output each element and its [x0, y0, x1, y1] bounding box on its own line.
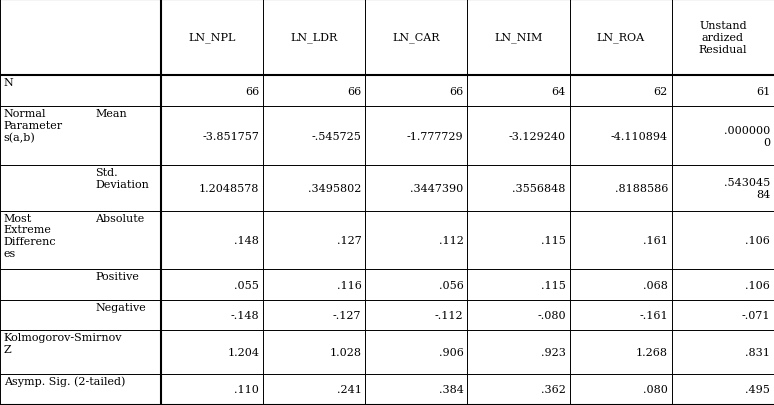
Text: .110: .110 [235, 384, 259, 394]
Text: .495: .495 [745, 384, 770, 394]
Text: .106: .106 [745, 280, 770, 290]
Text: .055: .055 [235, 280, 259, 290]
Text: .8188586: .8188586 [615, 183, 668, 194]
Text: .3495802: .3495802 [308, 183, 361, 194]
Text: -.080: -.080 [537, 310, 566, 320]
Text: Normal
Parameter
s(a,b): Normal Parameter s(a,b) [4, 109, 63, 143]
Text: .241: .241 [337, 384, 361, 394]
Text: .3447390: .3447390 [410, 183, 464, 194]
Text: .080: .080 [643, 384, 668, 394]
Text: -3.851757: -3.851757 [203, 131, 259, 141]
Text: .106: .106 [745, 235, 770, 245]
Text: .148: .148 [235, 235, 259, 245]
Text: 1.204: 1.204 [228, 347, 259, 357]
Text: Std.
Deviation: Std. Deviation [95, 168, 149, 189]
Text: .543045
84: .543045 84 [724, 178, 770, 199]
Text: .906: .906 [439, 347, 464, 357]
Text: LN_NPL: LN_NPL [188, 32, 236, 43]
Text: Unstand
ardized
Residual: Unstand ardized Residual [699, 21, 747, 55]
Text: .068: .068 [643, 280, 668, 290]
Text: Absolute: Absolute [95, 213, 145, 223]
Text: LN_NIM: LN_NIM [495, 32, 543, 43]
Text: 62: 62 [654, 87, 668, 96]
Text: .384: .384 [439, 384, 464, 394]
Text: -.545725: -.545725 [312, 131, 361, 141]
Text: -.112: -.112 [435, 310, 464, 320]
Text: .127: .127 [337, 235, 361, 245]
Text: -4.110894: -4.110894 [611, 131, 668, 141]
Text: Negative: Negative [95, 302, 146, 312]
Text: 66: 66 [348, 87, 361, 96]
Text: LN_LDR: LN_LDR [290, 32, 338, 43]
Text: -3.129240: -3.129240 [509, 131, 566, 141]
Text: 66: 66 [245, 87, 259, 96]
Text: LN_CAR: LN_CAR [392, 32, 440, 43]
Text: .161: .161 [643, 235, 668, 245]
Text: LN_ROA: LN_ROA [597, 32, 645, 43]
Text: 61: 61 [756, 87, 770, 96]
Text: .362: .362 [541, 384, 566, 394]
Text: .056: .056 [439, 280, 464, 290]
Text: 1.268: 1.268 [636, 347, 668, 357]
Text: Mean: Mean [95, 109, 127, 119]
Text: 64: 64 [552, 87, 566, 96]
Text: -.127: -.127 [333, 310, 361, 320]
Text: Most
Extreme
Differenc
es: Most Extreme Differenc es [4, 213, 57, 258]
Text: .115: .115 [541, 280, 566, 290]
Text: Asymp. Sig. (2-tailed): Asymp. Sig. (2-tailed) [4, 376, 125, 386]
Text: -.161: -.161 [639, 310, 668, 320]
Text: N: N [4, 78, 14, 88]
Text: .000000
0: .000000 0 [724, 126, 770, 147]
Text: Positive: Positive [95, 272, 139, 282]
Text: -.071: -.071 [741, 310, 770, 320]
Text: .923: .923 [541, 347, 566, 357]
Text: 66: 66 [450, 87, 464, 96]
Text: .116: .116 [337, 280, 361, 290]
Text: .115: .115 [541, 235, 566, 245]
Text: .112: .112 [439, 235, 464, 245]
Text: Kolmogorov-Smirnov
Z: Kolmogorov-Smirnov Z [4, 333, 122, 354]
Text: -1.777729: -1.777729 [407, 131, 464, 141]
Text: -.148: -.148 [231, 310, 259, 320]
Text: .3556848: .3556848 [512, 183, 566, 194]
Text: 1.2048578: 1.2048578 [199, 183, 259, 194]
Text: 1.028: 1.028 [330, 347, 361, 357]
Text: .831: .831 [745, 347, 770, 357]
